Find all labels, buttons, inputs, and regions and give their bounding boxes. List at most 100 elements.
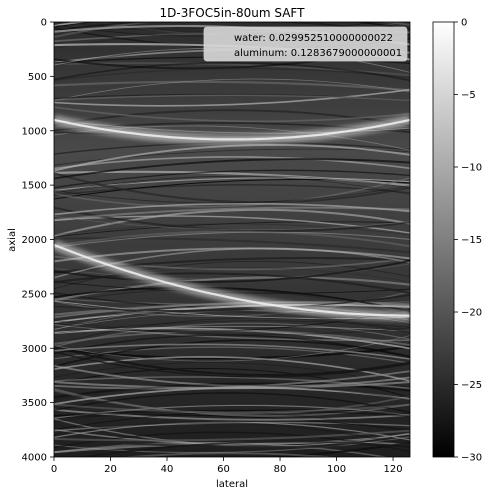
bright-band <box>54 243 410 317</box>
heatmap-striation <box>54 177 410 191</box>
heatmap-striation <box>54 223 410 236</box>
heatmap-striation <box>54 409 410 430</box>
x-axis-label: lateral <box>216 479 248 490</box>
heatmap-striation <box>54 172 410 204</box>
colorbar-tick-label: −30 <box>461 453 482 464</box>
heatmap-striation <box>54 392 410 414</box>
y-tick-label: 500 <box>28 72 47 83</box>
heatmap-striation <box>54 215 410 234</box>
heatmap-striation <box>54 294 410 312</box>
heatmap-striation <box>54 345 410 360</box>
y-tick-label: 1500 <box>22 181 47 192</box>
heatmap-striation <box>54 362 410 389</box>
heatmap-striation <box>54 356 410 382</box>
heatmap-striation <box>54 436 410 454</box>
colorbar-tick-label: 0 <box>461 18 467 29</box>
x-tick-label: 60 <box>217 464 230 475</box>
heatmap-striation <box>54 231 410 249</box>
heatmap-striation <box>54 403 410 414</box>
heatmap-striation <box>54 272 410 294</box>
heatmap-striation <box>54 156 410 170</box>
heatmap-striation <box>54 170 410 187</box>
heatmap-striation <box>54 319 410 336</box>
colorbar-gradient <box>432 21 455 458</box>
heatmap-striation <box>54 322 410 348</box>
heatmap-striation <box>54 206 410 221</box>
legend-box <box>203 26 408 62</box>
heatmap-striation <box>54 206 410 233</box>
heatmap-striation <box>54 421 410 441</box>
colorbar-tick-label: −5 <box>461 90 476 101</box>
heatmap-striation <box>54 421 410 432</box>
heatmap-striation <box>54 94 410 102</box>
legend: water: 0.029952510000000022 aluminum: 0.… <box>203 26 408 62</box>
heatmap-striation <box>54 323 410 342</box>
y-tick-label: 0 <box>41 18 47 29</box>
colorbar-ticks: 0 −5 −10 −15 −20 −25 −30 <box>454 18 482 464</box>
heatmap-striation <box>79 440 410 457</box>
heatmap-striation <box>54 0 410 6</box>
heatmap-striation <box>54 335 410 362</box>
heatmap-striation <box>54 281 410 294</box>
heatmap-striation <box>54 221 410 238</box>
heatmap-striation <box>54 386 410 406</box>
colorbar-tick-label: −15 <box>461 235 482 246</box>
x-tick-label: 20 <box>104 464 117 475</box>
heatmap-striation <box>54 410 410 434</box>
colorbar-tick-label: −10 <box>461 163 482 174</box>
heatmap-striation <box>54 184 410 197</box>
legend-entry-water: water: 0.029952510000000022 <box>234 33 393 44</box>
heatmap-striation <box>120 452 339 457</box>
heatmap-striation <box>54 175 410 195</box>
heatmap-striation <box>54 346 410 364</box>
x-tick-label: 80 <box>274 464 287 475</box>
heatmap-striation <box>54 202 410 216</box>
heatmap-striation <box>54 414 410 432</box>
heatmap-striation <box>54 345 410 377</box>
heatmap-striation <box>54 438 410 449</box>
heatmap-striation <box>54 370 410 390</box>
heatmap-striation <box>54 215 410 231</box>
heatmap-striation <box>267 441 410 457</box>
heatmap-striation <box>54 61 410 82</box>
y-tick-label: 1000 <box>22 126 47 137</box>
heatmap-striation <box>54 408 410 421</box>
heatmap-striation <box>54 388 410 417</box>
heatmap-striation <box>54 364 410 388</box>
heatmap-striation <box>54 259 410 283</box>
heatmap-striation <box>54 78 410 101</box>
heatmap-striation <box>54 308 410 333</box>
heatmap-striation <box>54 343 410 360</box>
heatmap-striation <box>54 431 410 453</box>
x-axis: 0 20 40 60 80 100 120 <box>51 457 403 475</box>
heatmap-bright-bands <box>54 115 410 321</box>
heatmap-striation <box>54 106 410 123</box>
heatmap-striation <box>54 286 410 313</box>
legend-entry-aluminum: aluminum: 0.1283679000000001 <box>234 48 402 59</box>
heatmap-striation <box>54 109 410 127</box>
heatmap-striation <box>54 0 410 6</box>
heatmap-striation <box>54 177 410 208</box>
heatmap-striation <box>54 169 410 189</box>
colorbar-tick-label: −25 <box>461 380 482 391</box>
y-tick-label: 2500 <box>22 289 47 300</box>
heatmap-striation <box>54 317 410 345</box>
heatmap-image <box>54 0 410 457</box>
heatmap-striation <box>54 421 410 447</box>
heatmap-striation <box>54 88 410 107</box>
x-tick-label: 120 <box>384 464 403 475</box>
x-tick-label: 40 <box>161 464 174 475</box>
heatmap-striation <box>54 237 410 254</box>
y-axis-label: axial <box>7 228 18 252</box>
heatmap-striation <box>54 334 410 359</box>
heatmap-striation <box>54 383 410 401</box>
heatmap-striation <box>54 62 410 77</box>
y-tick-label: 3000 <box>22 344 47 355</box>
heatmap-striation <box>54 351 410 378</box>
heatmap-striation <box>54 143 410 172</box>
y-tick-label: 4000 <box>22 453 47 464</box>
heatmap-striation <box>54 158 410 180</box>
heatmap-striation <box>54 247 410 263</box>
